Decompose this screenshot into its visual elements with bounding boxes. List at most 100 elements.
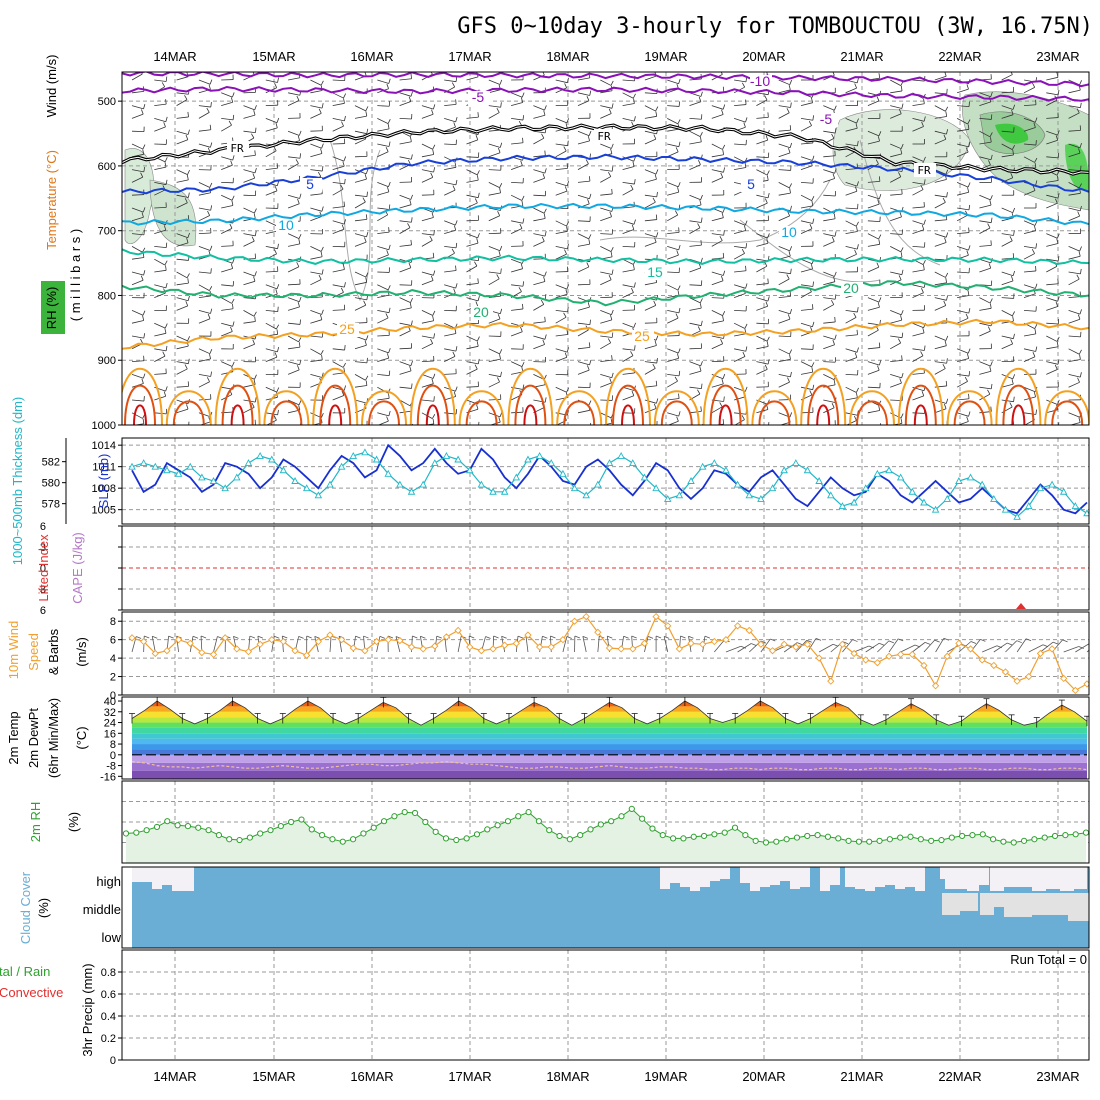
thickness-point bbox=[384, 469, 392, 477]
upper-wind-barb-flag bbox=[498, 417, 501, 423]
upper-wind-barb bbox=[667, 151, 679, 158]
thickness-point bbox=[687, 477, 695, 484]
wind10m-barb-flag bbox=[852, 639, 858, 642]
upper-wind-barb bbox=[444, 166, 457, 170]
upper-wind-barb bbox=[845, 317, 857, 324]
upper-wind-barb-flag bbox=[722, 419, 725, 425]
upper-wind-barb bbox=[533, 177, 545, 183]
upper-wind-barb-flag bbox=[365, 169, 369, 175]
upper-wind-barb bbox=[1046, 361, 1059, 365]
upper-wind-barb bbox=[555, 87, 567, 94]
wind10m-barb-flag bbox=[501, 635, 507, 639]
upper-wind-barb bbox=[1023, 190, 1036, 196]
bl-contour-vhot bbox=[621, 404, 635, 425]
upper-wind-barb bbox=[577, 243, 590, 247]
upper-wind-barb-flag bbox=[433, 167, 436, 173]
upper-wind-barb bbox=[421, 374, 434, 379]
upper-wind-barb bbox=[934, 105, 946, 112]
upper-wind-barb-flag bbox=[834, 316, 836, 322]
upper-wind-barb-flag bbox=[1080, 102, 1082, 108]
upper-wind-barb-flag bbox=[920, 184, 924, 190]
upper-wind-barb-flag bbox=[476, 170, 480, 176]
rh2m-line bbox=[125, 808, 1087, 844]
wind10m-speed-point bbox=[931, 682, 940, 690]
upper-wind-barb bbox=[288, 346, 301, 350]
upper-wind-barb-flag bbox=[410, 73, 412, 79]
upper-wind-barb bbox=[1046, 346, 1059, 350]
upper-wind-barb bbox=[510, 331, 523, 337]
upper-wind-barb-flag bbox=[321, 103, 324, 109]
upper-wind-barb-flag bbox=[321, 143, 324, 149]
upper-wind-barb bbox=[421, 335, 434, 339]
upper-wind-barb-flag bbox=[228, 120, 232, 126]
upper-wind-barb bbox=[555, 190, 568, 196]
upper-wind-barb-flag bbox=[477, 295, 480, 302]
wind10m-barb-flag bbox=[796, 642, 803, 645]
wind10m-barb bbox=[842, 639, 853, 653]
upper-wind-barb bbox=[934, 138, 947, 145]
upper-wind-barb-flag bbox=[478, 421, 480, 425]
upper-wind-barb bbox=[890, 382, 902, 388]
upper-wind-barb bbox=[1023, 104, 1036, 106]
upper-wind-barb-flag bbox=[789, 142, 793, 148]
upper-wind-barb-flag bbox=[455, 427, 457, 431]
precip-panel-frame bbox=[121, 949, 1090, 1061]
upper-wind-barb-flag bbox=[143, 166, 146, 172]
upper-wind-barb bbox=[488, 398, 501, 401]
upper-wind-barb bbox=[867, 130, 880, 137]
rh2m-point bbox=[577, 832, 584, 839]
rh2m-point bbox=[773, 838, 780, 845]
upper-wind-barb bbox=[756, 426, 768, 427]
upper-wind-barb bbox=[600, 113, 612, 119]
upper-wind-barb-flag bbox=[385, 147, 389, 152]
upper-wind-barb-flag bbox=[632, 161, 635, 167]
upper-wind-barb bbox=[510, 194, 523, 201]
upper-wind-barb-flag bbox=[921, 121, 924, 127]
upper-wind-barb-flag bbox=[611, 332, 614, 338]
dewpt2m-axis-label: 2m DewPt bbox=[26, 708, 41, 768]
upper-wind-barb bbox=[756, 335, 768, 342]
upper-wind-barb-flag bbox=[1032, 82, 1036, 88]
upper-wind-barb bbox=[622, 182, 635, 185]
wind10m-speed-point bbox=[594, 628, 602, 636]
upper-wind-barb bbox=[689, 267, 701, 273]
upper-wind-barb bbox=[354, 138, 367, 145]
wind10m-speed-point bbox=[291, 647, 299, 655]
upper-wind-barb-flag bbox=[210, 102, 212, 108]
upper-wind-barb bbox=[1046, 399, 1058, 405]
upper-wind-barb bbox=[510, 268, 523, 273]
upper-wind-barb bbox=[555, 230, 568, 234]
upper-wind-barb-flag bbox=[165, 265, 167, 271]
upper-wind-barb bbox=[221, 245, 234, 247]
rh2m-point bbox=[938, 836, 945, 844]
wind10m-speed-point bbox=[466, 643, 474, 651]
upper-wind-barb bbox=[1046, 369, 1058, 375]
wind10m-speed-point bbox=[314, 637, 322, 646]
upper-wind-barb-flag bbox=[767, 233, 770, 239]
rh2m-point bbox=[700, 832, 708, 840]
cloud-clear-block bbox=[885, 867, 895, 885]
upper-wind-barb bbox=[533, 194, 546, 197]
upper-wind-barb-flag bbox=[408, 262, 412, 268]
upper-wind-barb-flag bbox=[900, 247, 904, 253]
upper-wind-barb bbox=[1001, 233, 1014, 236]
upper-wind-barb-flag bbox=[254, 167, 257, 174]
upper-wind-barb-flag bbox=[454, 328, 457, 334]
upper-wind-barb-flag bbox=[230, 326, 233, 332]
upper-wind-barb bbox=[176, 345, 189, 350]
bl-contour-warm bbox=[1044, 390, 1089, 425]
upper-wind-barb bbox=[221, 308, 234, 311]
upper-wind-barb-flag bbox=[277, 409, 279, 415]
wind10m-barb-flag bbox=[436, 635, 442, 639]
thickness-point bbox=[1025, 502, 1033, 510]
upper-wind-barb-flag bbox=[567, 243, 569, 249]
upper-wind-barb-flag bbox=[678, 393, 680, 399]
bl-contour-hot bbox=[709, 384, 742, 425]
upper-wind-barb-flag bbox=[321, 269, 324, 275]
upper-wind-barb-flag bbox=[790, 371, 792, 377]
upper-wind-barb-flag bbox=[789, 412, 793, 418]
upper-wind-barb bbox=[221, 268, 233, 273]
upper-wind-barb bbox=[778, 310, 791, 315]
thickness-point bbox=[792, 459, 800, 467]
upper-wind-barb bbox=[1091, 269, 1100, 272]
